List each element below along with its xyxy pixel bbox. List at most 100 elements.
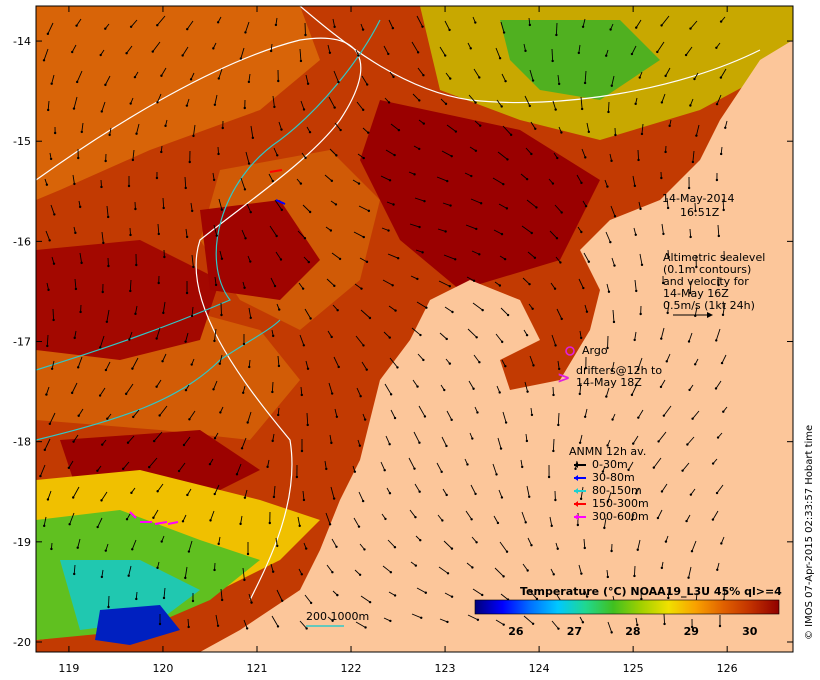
velocity-vector-head (334, 203, 338, 206)
velocity-vector-head (300, 573, 304, 576)
velocity-vector-head (630, 518, 634, 521)
velocity-vector-head (121, 467, 125, 471)
velocity-vector (492, 463, 497, 475)
velocity-vector-head (333, 106, 336, 109)
velocity-vector (500, 307, 509, 316)
velocity-vector (523, 615, 534, 625)
velocity-vector (552, 438, 555, 452)
velocity-vector-head (557, 367, 561, 371)
velocity-vector (213, 380, 218, 390)
altimetry-line-3: and velocity for (663, 275, 749, 288)
velocity-vector (184, 176, 187, 189)
velocity-vector-head (213, 568, 216, 572)
velocity-vector (74, 278, 77, 289)
velocity-vector (325, 512, 331, 525)
velocity-vector-head (687, 186, 691, 190)
velocity-vector-head (271, 570, 275, 573)
velocity-vector (466, 276, 475, 282)
velocity-vector-head (454, 258, 457, 261)
velocity-vector (299, 620, 307, 629)
velocity-vector (358, 205, 370, 212)
velocity-vector-head (448, 362, 452, 365)
velocity-vector-head (470, 174, 473, 178)
velocity-vector-head (580, 572, 583, 575)
velocity-vector-head (331, 619, 334, 622)
velocity-vector (438, 566, 449, 574)
velocity-vector (470, 198, 482, 204)
velocity-vector (498, 489, 503, 498)
velocity-vector-head (125, 518, 129, 521)
velocity-vector-head (192, 134, 195, 138)
velocity-vector-head (664, 150, 667, 154)
velocity-vector (660, 379, 666, 388)
velocity-vector-head (157, 281, 160, 285)
velocity-vector-head (637, 158, 640, 162)
velocity-vector-head (666, 206, 670, 210)
velocity-vector (275, 537, 278, 546)
velocity-vector-head (212, 178, 216, 182)
velocity-vector (720, 68, 727, 78)
velocity-vector-head (384, 517, 387, 521)
velocity-vector-head (388, 492, 392, 495)
velocity-vector-head (301, 287, 305, 290)
velocity-vector (127, 435, 135, 444)
velocity-vector-head (49, 157, 53, 161)
velocity-vector (637, 539, 641, 550)
velocity-vector-head (475, 541, 478, 544)
velocity-vector-head (335, 415, 339, 418)
velocity-vector (438, 280, 450, 287)
velocity-vector-head (720, 361, 724, 365)
velocity-vector (385, 435, 391, 445)
velocity-vector-head (362, 235, 365, 239)
velocity-vector (667, 587, 670, 599)
velocity-vector (639, 253, 643, 265)
velocity-vector-head (528, 104, 532, 108)
velocity-vector-head (305, 627, 308, 630)
velocity-vector-head (609, 28, 612, 31)
velocity-vector-head (723, 257, 726, 261)
velocity-vector (219, 354, 223, 364)
velocity-vector-head (420, 616, 423, 619)
velocity-vector-head (155, 337, 158, 340)
velocity-vector (184, 566, 188, 578)
velocity-vector-head (96, 525, 99, 529)
velocity-vector (444, 592, 453, 598)
velocity-vector (360, 595, 371, 603)
velocity-vector (384, 383, 392, 395)
velocity-vector (191, 254, 194, 267)
velocity-vector-head (127, 574, 130, 577)
velocity-vector-head (691, 417, 694, 420)
velocity-vector-head (218, 362, 222, 365)
velocity-vector (355, 621, 366, 628)
velocity-vector-head (450, 154, 453, 158)
velocity-vector (436, 462, 443, 473)
velocity-vector-head (220, 257, 224, 260)
velocity-vector-head (357, 182, 361, 185)
velocity-vector-head (70, 391, 74, 395)
velocity-vector (584, 408, 588, 417)
velocity-vector-head (450, 547, 454, 550)
velocity-vector-head (106, 417, 109, 420)
velocity-vector-head (686, 443, 689, 446)
velocity-vector (470, 484, 476, 495)
velocity-vector-head (50, 82, 53, 85)
velocity-vector-head (365, 368, 368, 371)
velocity-vector-head (445, 444, 448, 448)
velocity-vector (412, 93, 420, 101)
velocity-vector-head (424, 591, 428, 594)
velocity-vector (525, 147, 532, 155)
velocity-vector (334, 408, 338, 417)
velocity-vector-head (272, 495, 276, 499)
velocity-vector (306, 412, 309, 426)
velocity-vector-head (504, 421, 508, 424)
velocity-vector (72, 486, 80, 498)
velocity-vector-head (134, 312, 137, 316)
velocity-vector-head (715, 46, 718, 49)
velocity-vector-head (129, 289, 132, 293)
velocity-vector-head (530, 544, 533, 547)
velocity-vector-head (425, 306, 428, 309)
velocity-vector (579, 382, 582, 394)
velocity-vector-head (610, 84, 613, 87)
velocity-vector (383, 45, 389, 55)
velocity-vector-head (607, 110, 610, 114)
